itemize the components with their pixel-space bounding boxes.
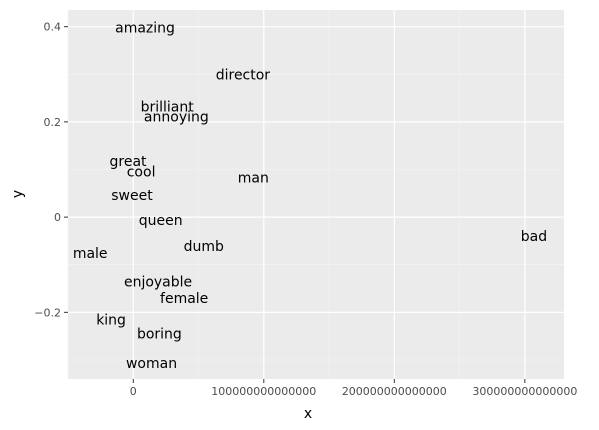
y-tick-label: 0.2 — [44, 116, 62, 129]
point-label-queen: queen — [139, 213, 183, 229]
point-label-king: king — [96, 312, 126, 328]
axis-ticks: 0 100000000000000 200000000000000 300000000… — [34, 21, 577, 398]
point-label-cool: cool — [127, 164, 156, 180]
point-label-dumb: dumb — [184, 239, 224, 255]
y-tick-label: 0.4 — [44, 21, 62, 34]
point-label-great: great — [110, 154, 148, 170]
point-label-male: male — [73, 246, 108, 262]
x-axis-title: x — [304, 406, 312, 422]
y-axis-title: y — [10, 190, 26, 198]
point-label-sweet: sweet — [111, 188, 153, 204]
point-label-enjoyable: enjoyable — [124, 274, 192, 290]
point-label-bad: bad — [521, 229, 547, 245]
point-label-amazing: amazing — [115, 21, 175, 37]
point-label-boring: boring — [137, 326, 182, 342]
x-tick-label: 0 — [130, 385, 137, 398]
y-tick-label: −0.2 — [34, 306, 61, 319]
point-label-man: man — [238, 171, 269, 187]
grid-lines — [67, 10, 564, 379]
x-tick-label: 200000000000000 — [342, 385, 447, 398]
plot-panel — [68, 10, 564, 379]
y-tick-label: 0 — [54, 211, 61, 224]
point-label-woman: woman — [126, 356, 177, 372]
point-label-female: female — [160, 291, 208, 307]
x-tick-label: 300000000000000 — [472, 385, 577, 398]
point-label-annoying: annoying — [144, 110, 209, 126]
x-tick-label: 100000000000000 — [211, 385, 316, 398]
point-label-brilliant: brilliant — [141, 100, 195, 116]
point-label-director: director — [216, 67, 271, 83]
